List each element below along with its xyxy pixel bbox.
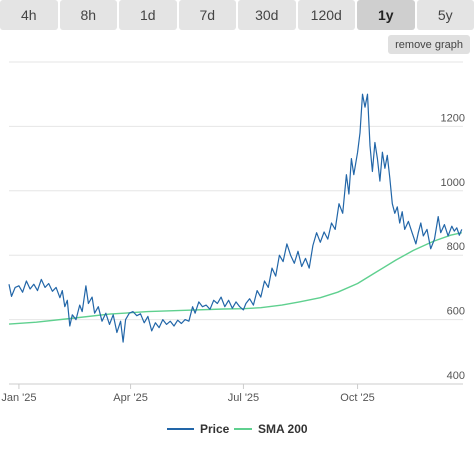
y-axis-labels: 400 600 800 1000 1200 [441,112,465,382]
tab-1d[interactable]: 1d [119,0,177,30]
y-tick-label-800: 800 [447,241,465,253]
x-axis: Jan '25 Apr '25 Jul '25 Oct '25 [1,383,463,404]
tab-120d[interactable]: 120d [297,0,355,30]
y-tick-label-400: 400 [447,370,465,382]
tab-4h[interactable]: 4h [0,0,58,30]
price-series-line [8,93,463,343]
grid-lines [9,61,463,321]
y-tick-label-1000: 1000 [441,177,465,189]
legend: Price SMA 200 [167,422,308,436]
tab-1y[interactable]: 1y [357,0,415,30]
x-tick-label-2: Jul '25 [228,392,259,404]
timeframe-tabs: 4h 8h 1d 7d 30d 120d 1y 5y [0,0,474,30]
legend-price-label[interactable]: Price [200,422,230,436]
series-lines [8,93,463,343]
y-tick-label-1200: 1200 [441,112,465,124]
legend-sma-label[interactable]: SMA 200 [258,422,308,436]
y-tick-label-600: 600 [447,306,465,318]
tab-7d[interactable]: 7d [178,0,236,30]
x-tick-label-3: Oct '25 [340,392,375,404]
sma-200-series-line [8,232,462,325]
x-tick-label-0: Jan '25 [1,392,36,404]
x-tick-label-1: Apr '25 [113,392,148,404]
tab-5y[interactable]: 5y [416,0,474,30]
tab-30d[interactable]: 30d [238,0,296,30]
remove-graph-button[interactable]: remove graph [388,35,470,54]
tab-8h[interactable]: 8h [59,0,117,30]
